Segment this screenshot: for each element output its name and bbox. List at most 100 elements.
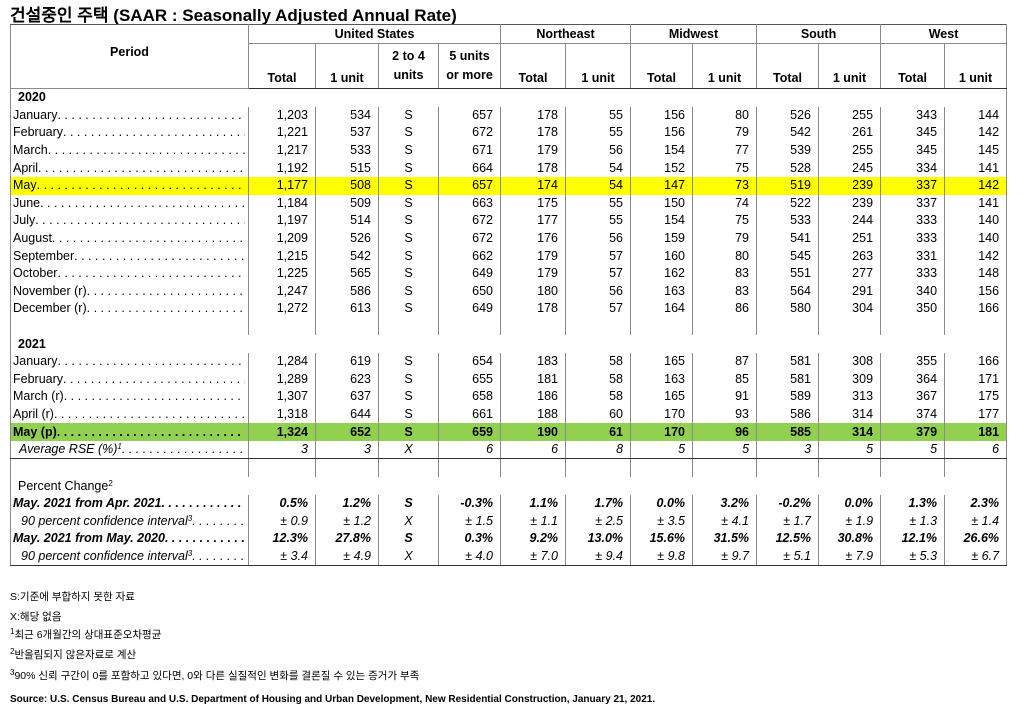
value-cell: 170 <box>630 405 694 424</box>
row-label-cell: October <box>10 264 249 283</box>
value-cell: ± 1.1 <box>500 512 567 530</box>
spacer-cell <box>630 317 694 336</box>
value-cell: 141 <box>944 159 1008 177</box>
value-cell: 623 <box>315 370 379 389</box>
value-cell: 178 <box>500 300 567 318</box>
spacer-cell <box>378 317 439 336</box>
value-cell: 664 <box>437 159 502 177</box>
value-cell: 3 <box>756 440 820 460</box>
value-cell: 55 <box>565 194 632 213</box>
data-row: September 1,215542S6621795716080545263331… <box>10 247 1008 265</box>
value-cell: 343 <box>880 106 946 125</box>
value-cell: 144 <box>944 106 1008 125</box>
value-cell: 519 <box>756 176 820 195</box>
data-row: May (p) 1,324652S659190611709658531437918… <box>10 423 1008 441</box>
label-text: February <box>13 124 63 141</box>
value-cell: 190 <box>500 423 567 441</box>
data-row: April (r) 1,318644S6611886017093586314374… <box>10 405 1008 424</box>
value-cell: 637 <box>315 388 379 406</box>
spacer-cell <box>692 317 758 336</box>
footnote-text: 반올림되지 않은자료로 계산 <box>14 649 137 661</box>
row-label-text: July <box>13 213 36 228</box>
value-cell: 308 <box>818 352 882 371</box>
value-cell: 55 <box>565 106 632 125</box>
spacer-cell <box>10 317 249 336</box>
value-cell: 83 <box>692 282 758 301</box>
value-cell: 150 <box>630 194 694 213</box>
spacer-cell <box>880 458 946 478</box>
value-cell: 188 <box>500 405 567 424</box>
label-text: July <box>13 212 35 229</box>
value-cell: 0.5% <box>248 494 316 513</box>
row-label: February <box>13 124 245 141</box>
value-cell: S <box>378 388 439 406</box>
value-cell: 56 <box>565 229 632 248</box>
value-cell: ± 1.2 <box>315 512 379 530</box>
value-cell: 528 <box>756 159 820 177</box>
value-cell: 162 <box>630 264 694 283</box>
value-cell: 662 <box>437 247 502 265</box>
row-label-text: March <box>13 143 48 158</box>
value-cell: 75 <box>692 159 758 177</box>
value-cell: 163 <box>630 370 694 389</box>
value-cell: 657 <box>437 176 502 195</box>
value-cell: 658 <box>437 388 502 406</box>
label-text: January <box>13 353 57 370</box>
row-label: October <box>13 265 245 282</box>
value-cell: 179 <box>500 264 567 283</box>
value-cell: 345 <box>880 141 946 160</box>
row-label-text: April (r) <box>13 406 54 421</box>
value-cell: 6 <box>500 440 567 460</box>
value-cell: 163 <box>630 282 694 301</box>
value-cell: 1,209 <box>248 229 316 248</box>
row-label-cell: February <box>10 124 249 142</box>
column-header: 1 unit <box>692 43 758 89</box>
value-cell: 355 <box>880 352 946 371</box>
footnote-mark: 1 <box>10 627 15 636</box>
data-row: February 1,221537S67217855156795422613451… <box>10 124 1008 142</box>
footnote-text: 최근 6개월간의 상대표준오차평균 <box>14 629 162 641</box>
value-cell: X <box>378 547 439 567</box>
row-label-cell: May. 2021 from Apr. 2021 <box>10 494 249 513</box>
value-cell: S <box>378 106 439 125</box>
label-text: May. 2021 from May. 2020 <box>13 530 165 547</box>
label-text: March (r) <box>13 388 64 405</box>
data-row: Average RSE (%)133X668553556 <box>10 440 1008 460</box>
row-label: January <box>13 353 245 370</box>
row-label: January <box>13 107 245 124</box>
value-cell: 515 <box>315 159 379 177</box>
spacer-cell <box>248 317 316 336</box>
row-label-text: March (r) <box>13 389 64 404</box>
value-cell: 644 <box>315 405 379 424</box>
value-cell: 619 <box>315 352 379 371</box>
value-cell: 181 <box>500 370 567 389</box>
value-cell: ± 9.8 <box>630 547 694 567</box>
footnote-mark: 3 <box>187 513 193 523</box>
row-label-cell: 90 percent confidence interval3 <box>10 547 249 567</box>
value-cell: 56 <box>565 282 632 301</box>
value-cell: 80 <box>692 106 758 125</box>
column-header: Total <box>630 43 694 89</box>
value-cell: 154 <box>630 212 694 230</box>
value-cell: 177 <box>500 212 567 230</box>
value-cell: 12.5% <box>756 529 820 548</box>
value-cell: 77 <box>692 141 758 160</box>
value-cell: 508 <box>315 176 379 195</box>
value-cell: 534 <box>315 106 379 125</box>
value-cell: 174 <box>500 176 567 195</box>
footnote: 1최근 6개월간의 상대표준오차평균 <box>10 627 161 642</box>
value-cell: 179 <box>500 247 567 265</box>
footnote-mark: 2 <box>108 478 113 488</box>
row-label-cell: May <box>10 176 249 195</box>
value-cell: ± 1.7 <box>756 512 820 530</box>
value-cell: 654 <box>437 352 502 371</box>
value-cell: 160 <box>630 247 694 265</box>
value-cell: 1,197 <box>248 212 316 230</box>
value-cell: 176 <box>500 229 567 248</box>
value-cell: 509 <box>315 194 379 213</box>
footnote-mark: 2 <box>10 647 15 656</box>
value-cell: S <box>378 176 439 195</box>
value-cell: 331 <box>880 247 946 265</box>
leader <box>38 160 245 177</box>
